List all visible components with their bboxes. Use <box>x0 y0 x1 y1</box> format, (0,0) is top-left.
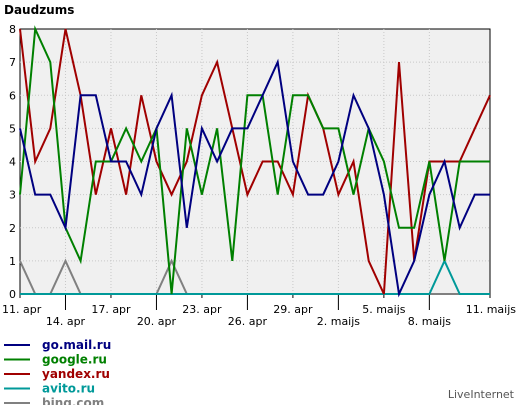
legend-label: google.ru <box>42 353 107 367</box>
y-tick-label: 6 <box>9 89 16 102</box>
series-lines <box>19 25 491 298</box>
legend-label: yandex.ru <box>42 367 110 381</box>
series-line-go-mail-ru <box>19 58 490 298</box>
x-tick-label: 14. apr <box>46 315 86 328</box>
legend-label: bing.com <box>42 396 104 405</box>
chart-title: Daudzums <box>4 3 74 17</box>
x-tick-label: 26. apr <box>228 315 268 328</box>
legend-label: avito.ru <box>42 382 95 396</box>
brand-label: LiveInternet <box>448 388 515 401</box>
x-axis-ticks: 11. apr 14. apr 17. apr 20. apr 23. apr 26. a… <box>2 294 516 328</box>
y-tick-label: 8 <box>9 23 16 36</box>
series-line-avito-ru <box>20 258 490 295</box>
x-tick-label: 11. maijs <box>466 303 517 316</box>
x-tick-label: 29. apr <box>273 303 313 316</box>
series-line-google-ru <box>19 25 490 295</box>
y-tick-label: 5 <box>9 122 16 135</box>
x-tick-label: 8. maijs <box>408 315 452 328</box>
legend-label: go.mail.ru <box>42 338 111 352</box>
y-tick-label: 4 <box>9 156 16 169</box>
y-tick-label: 1 <box>9 255 16 268</box>
y-tick-label: 7 <box>9 56 16 69</box>
x-tick-label: 2. maijs <box>317 315 361 328</box>
y-tick-label: 0 <box>9 288 16 301</box>
legend: go.mail.rugoogle.ruyandex.ruavito.rubing… <box>4 338 111 405</box>
x-tick-label: 5. maijs <box>362 303 406 316</box>
y-tick-label: 3 <box>9 189 16 202</box>
x-tick-label: 23. apr <box>182 303 222 316</box>
x-tick-label: 17. apr <box>91 303 131 316</box>
y-axis-ticks: 0 1 2 3 4 5 6 7 8 <box>9 23 16 301</box>
x-tick-label: 20. apr <box>137 315 177 328</box>
y-tick-label: 2 <box>9 222 16 235</box>
x-tick-label: 11. apr <box>2 303 42 316</box>
